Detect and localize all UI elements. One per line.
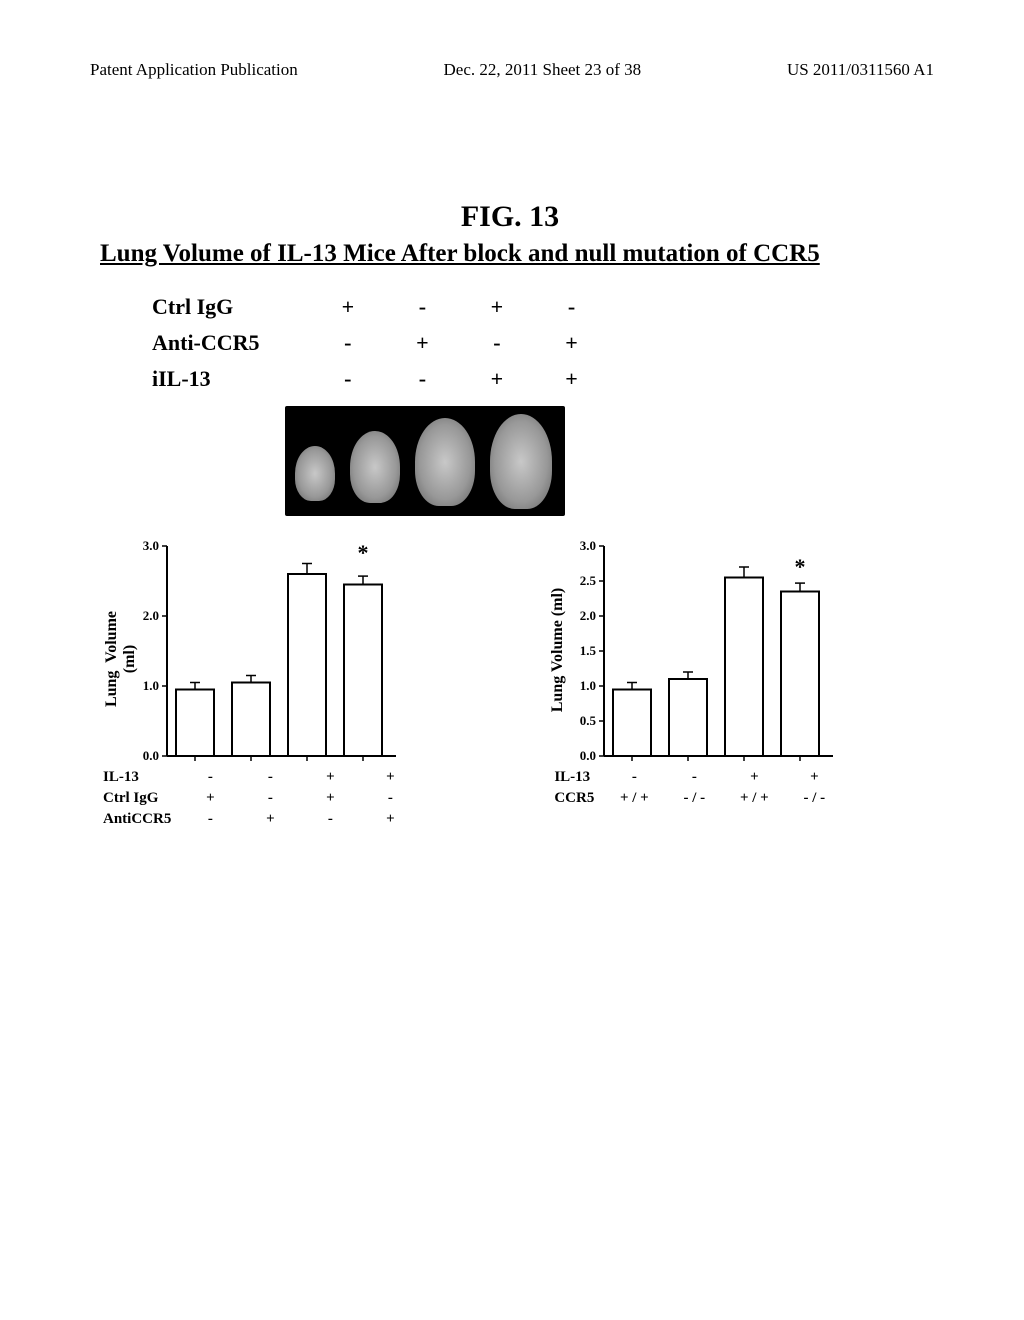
header-center: Dec. 22, 2011 Sheet 23 of 38 [444, 60, 642, 80]
svg-text:1.5: 1.5 [580, 643, 597, 658]
chart-left-block: Lung Volume (ml) 0.01.02.03.0* IL-13--++… [100, 536, 421, 831]
charts-row: Lung Volume (ml) 0.01.02.03.0* IL-13--++… [100, 536, 920, 831]
chart-left: Lung Volume (ml) 0.01.02.03.0* [121, 536, 401, 766]
chart-xrow-label: Ctrl IgG [102, 789, 179, 808]
chart-xrow-cell: + [725, 768, 783, 787]
treatment-cell: + [535, 362, 608, 396]
chart-xrow-cell: + [361, 768, 419, 787]
chart-xrow-cell: + [785, 768, 843, 787]
chart-xrow-cell: + [301, 789, 359, 808]
treatment-legend-table: Ctrl IgG+-+-Anti-CCR5-+-+iIL-13--++ [120, 288, 610, 398]
chart-left-xlabels: IL-13--++Ctrl IgG+-+-AntiCCR5-+-+ [100, 766, 421, 831]
chart-left-ylabel: Lung Volume (ml) [103, 554, 139, 764]
treatment-cell: - [312, 326, 385, 360]
chart-xrow-label: IL-13 [102, 768, 179, 787]
chart-xrow-label: CCR5 [553, 789, 603, 808]
treatment-cell: + [461, 362, 534, 396]
chart-xrow-cell: - / - [785, 789, 843, 808]
treatment-cell: + [461, 290, 534, 324]
treatment-cell: - [386, 290, 459, 324]
chart-xrow-cell: + / + [725, 789, 783, 808]
chart-xrow-cell: - [361, 789, 419, 808]
treatment-cell: - [535, 290, 608, 324]
svg-text:*: * [357, 540, 368, 565]
chart-xrow-cell: + [361, 810, 419, 829]
header-right: US 2011/0311560 A1 [787, 60, 934, 80]
svg-text:0.0: 0.0 [142, 748, 158, 763]
chart-right: Lung Volume (ml) 0.00.51.01.52.02.53.0* [558, 536, 838, 766]
figure-label: FIG. 13 [100, 200, 920, 234]
chart-xrow-label: AntiCCR5 [102, 810, 179, 829]
chart-xrow-cell: - [181, 810, 239, 829]
chart-xrow-cell: - [181, 768, 239, 787]
chart-xrow-cell: - [605, 768, 663, 787]
svg-text:0.0: 0.0 [580, 748, 596, 763]
header-left: Patent Application Publication [90, 60, 298, 80]
treatment-cell: + [535, 326, 608, 360]
treatment-cell: - [312, 362, 385, 396]
treatment-row-label: Ctrl IgG [122, 290, 310, 324]
chart-xrow-cell: + [181, 789, 239, 808]
svg-text:2.0: 2.0 [580, 608, 596, 623]
treatment-cell: + [312, 290, 385, 324]
chart-right-block: Lung Volume (ml) 0.00.51.01.52.02.53.0* … [551, 536, 845, 831]
chart-right-ylabel: Lung Volume (ml) [549, 545, 567, 755]
chart-xrow-cell: - / - [665, 789, 723, 808]
svg-text:2.0: 2.0 [142, 608, 158, 623]
svg-text:2.5: 2.5 [580, 573, 597, 588]
svg-text:0.5: 0.5 [580, 713, 597, 728]
treatment-row-label: iIL-13 [122, 362, 310, 396]
chart-xrow-cell: + / + [605, 789, 663, 808]
chart-xrow-label: IL-13 [553, 768, 603, 787]
chart-right-xlabels: IL-13--++CCR5+ / +- / -+ / +- / - [551, 766, 845, 810]
treatment-row-label: Anti-CCR5 [122, 326, 310, 360]
chart-xrow-cell: - [241, 768, 299, 787]
chart-xrow-cell: - [665, 768, 723, 787]
chart-xrow-cell: + [301, 768, 359, 787]
chart-xrow-cell: - [301, 810, 359, 829]
lung-photo [285, 406, 565, 516]
treatment-cell: + [386, 326, 459, 360]
svg-text:1.0: 1.0 [142, 678, 158, 693]
treatment-cell: - [386, 362, 459, 396]
figure-container: FIG. 13 Lung Volume of IL-13 Mice After … [100, 200, 920, 831]
svg-text:3.0: 3.0 [142, 538, 158, 553]
chart-xrow-cell: - [241, 789, 299, 808]
treatment-cell: - [461, 326, 534, 360]
figure-title: Lung Volume of IL-13 Mice After block an… [100, 240, 920, 268]
page-header: Patent Application Publication Dec. 22, … [0, 0, 1024, 80]
svg-text:3.0: 3.0 [580, 538, 596, 553]
chart-xrow-cell: + [241, 810, 299, 829]
svg-text:*: * [795, 554, 806, 579]
svg-text:1.0: 1.0 [580, 678, 596, 693]
